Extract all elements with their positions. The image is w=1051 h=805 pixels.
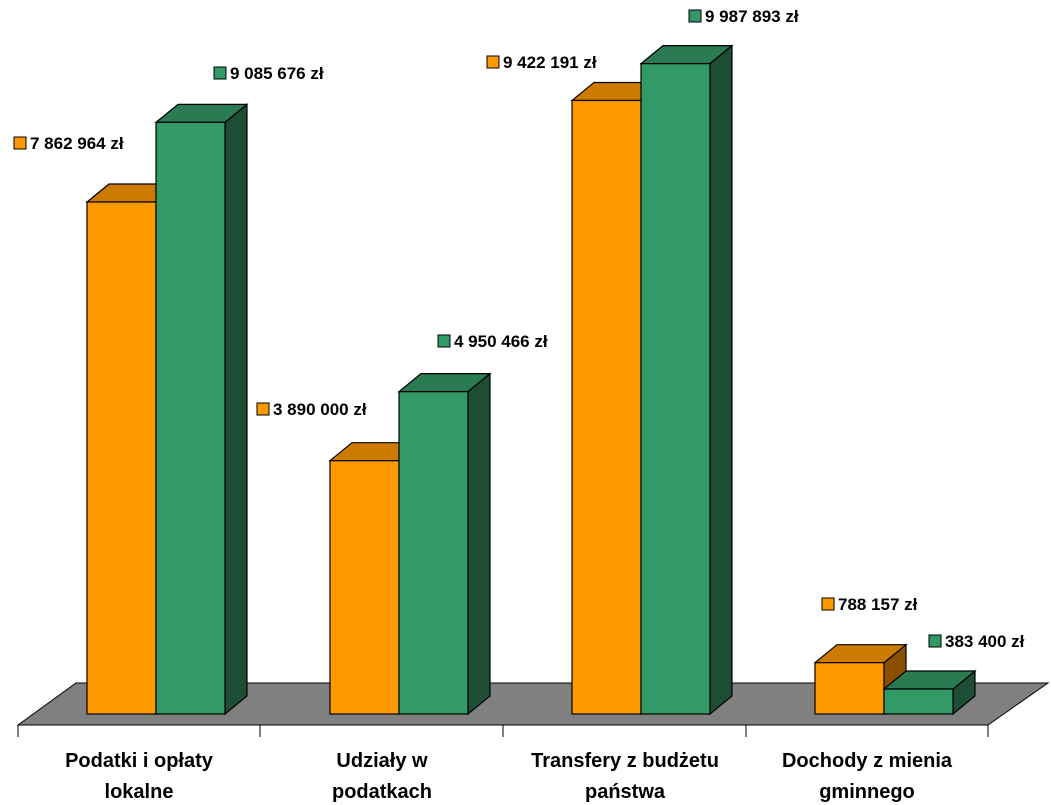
- category-label: lokalne: [105, 781, 174, 803]
- data-label: 9 987 893 zł: [688, 7, 799, 26]
- bar-front: [571, 99, 642, 715]
- bar-side: [709, 44, 733, 716]
- data-label-text: 9 987 893 zł: [705, 7, 799, 26]
- data-label-key: [213, 66, 227, 80]
- bar-front: [640, 63, 711, 715]
- data-label-text: 383 400 zł: [945, 632, 1025, 651]
- category-label: państwa: [585, 781, 666, 803]
- bar-front: [883, 688, 954, 715]
- bar: [639, 44, 734, 716]
- data-label-key: [256, 402, 270, 416]
- category-label: podatkach: [332, 781, 432, 803]
- bar: [397, 372, 492, 716]
- bar-front: [398, 391, 469, 715]
- category-labels: Podatki i opłaty lokalne Udziały w podatkac…: [65, 750, 953, 803]
- bar: [882, 669, 977, 716]
- bar-front: [329, 460, 400, 715]
- category-label: Podatki i opłaty: [65, 750, 214, 772]
- data-label-key: [688, 9, 702, 23]
- data-label: 788 157 zł: [821, 595, 918, 614]
- data-label-text: 7 862 964 zł: [30, 134, 124, 153]
- data-label-key: [486, 55, 500, 69]
- data-label-text: 9 085 676 zł: [230, 64, 324, 83]
- bar: [154, 103, 249, 716]
- data-label-key: [437, 334, 451, 348]
- data-label: 3 890 000 zł: [256, 400, 367, 419]
- bars: [85, 44, 977, 716]
- category-label: Transfery z budżetu: [531, 750, 719, 772]
- data-label: 9 085 676 zł: [213, 64, 324, 83]
- data-label: 4 950 466 zł: [437, 332, 548, 351]
- category-label: Dochody z mienia: [782, 750, 953, 772]
- category-axis: [17, 724, 989, 737]
- data-label: 7 862 964 zł: [13, 134, 124, 153]
- bar-side: [224, 103, 248, 716]
- data-labels: 7 862 964 zł 9 085 676 zł 3 890 000 zł 4 95…: [13, 7, 1025, 651]
- category-label: gminnego: [819, 781, 915, 803]
- data-label-key: [928, 634, 942, 648]
- data-label-key: [13, 136, 27, 150]
- data-label-text: 788 157 zł: [838, 595, 918, 614]
- bar-front: [155, 121, 226, 715]
- data-label: 9 422 191 zł: [486, 53, 597, 72]
- category-label: Udziały w: [336, 750, 428, 772]
- bar-side: [467, 372, 491, 716]
- bar-front: [814, 662, 885, 715]
- data-label-key: [821, 597, 835, 611]
- bar-front: [86, 201, 157, 715]
- data-label-text: 4 950 466 zł: [454, 332, 548, 351]
- data-label: 383 400 zł: [928, 632, 1025, 651]
- data-label-text: 9 422 191 zł: [503, 53, 597, 72]
- data-label-text: 3 890 000 zł: [273, 400, 367, 419]
